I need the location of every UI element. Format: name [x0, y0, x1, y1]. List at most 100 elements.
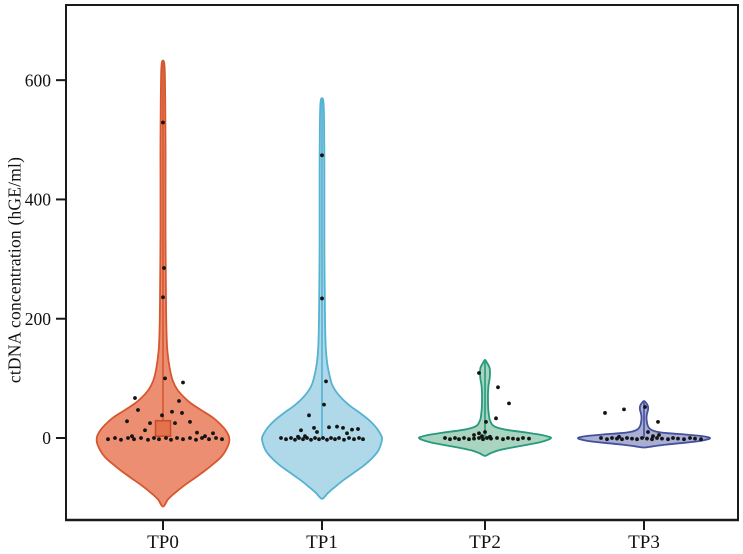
- data-point-tp1: [345, 431, 349, 436]
- data-point-tp1: [320, 153, 324, 158]
- data-point-tp2: [480, 434, 484, 439]
- data-point-tp0: [211, 431, 215, 436]
- data-point-tp0: [181, 380, 185, 385]
- data-point-tp3: [645, 436, 649, 441]
- data-point-tp3: [620, 437, 624, 442]
- violin-group-tp0: [95, 59, 231, 508]
- data-point-tp2: [484, 419, 488, 424]
- data-point-tp0: [181, 437, 185, 442]
- data-point-tp0: [180, 411, 184, 415]
- data-point-tp3: [610, 436, 614, 440]
- data-point-tp0: [207, 437, 211, 442]
- data-point-tp0: [106, 437, 110, 442]
- data-point-tp3: [699, 437, 703, 442]
- data-point-tp1: [297, 436, 301, 440]
- data-point-tp3: [688, 436, 692, 440]
- data-point-tp3: [671, 436, 675, 440]
- data-point-tp1: [315, 430, 319, 434]
- data-point-tp0: [188, 419, 192, 424]
- data-point-tp0: [177, 399, 181, 403]
- data-point-tp3: [646, 430, 650, 434]
- data-point-tp0: [194, 437, 198, 442]
- data-point-tp0: [169, 437, 173, 442]
- data-point-tp3: [603, 411, 607, 415]
- data-point-tp3: [666, 437, 670, 442]
- y-tick-label: 0: [42, 428, 51, 448]
- data-point-tp0: [139, 436, 143, 440]
- data-point-tp2: [521, 436, 525, 440]
- violin-group-tp3: [577, 400, 711, 449]
- data-point-tp3: [651, 434, 655, 439]
- data-point-tp1: [322, 402, 326, 407]
- data-point-tp2: [443, 436, 447, 440]
- data-point-tp2: [494, 416, 498, 421]
- data-point-tp3: [615, 436, 619, 441]
- data-point-tp1: [352, 437, 356, 442]
- data-point-tp2: [472, 433, 476, 437]
- data-point-tp0: [126, 436, 130, 440]
- data-point-tp0: [157, 437, 161, 442]
- x-tick-label-tp2: TP2: [469, 532, 501, 553]
- data-point-tp2: [448, 437, 452, 442]
- data-point-tp1: [301, 437, 305, 442]
- data-point-tp3: [693, 436, 697, 441]
- y-axis: 0 200 400 600: [25, 70, 66, 448]
- data-point-tp0: [170, 409, 174, 414]
- data-point-tp2: [453, 436, 457, 440]
- data-point-tp1: [289, 436, 293, 440]
- data-point-tp3: [622, 407, 626, 412]
- data-point-tp1: [333, 437, 337, 442]
- data-point-tp3: [599, 436, 603, 440]
- data-point-tp0: [136, 408, 140, 412]
- data-point-tp1: [327, 425, 331, 430]
- y-tick-label: 200: [25, 309, 52, 329]
- x-tick-label-tp3: TP3: [628, 532, 660, 553]
- data-point-tp1: [325, 437, 329, 442]
- data-point-tp1: [312, 425, 316, 430]
- data-point-tp2: [495, 436, 499, 440]
- data-point-tp0: [113, 436, 117, 440]
- data-point-tp1: [317, 437, 321, 442]
- data-point-tp0: [132, 437, 136, 442]
- data-point-tp0: [175, 436, 179, 440]
- data-point-tp1: [357, 436, 361, 440]
- data-point-tp0: [173, 421, 177, 425]
- data-point-tp3: [657, 433, 661, 437]
- x-tick-label-tp1: TP1: [306, 532, 338, 553]
- data-point-tp0: [161, 295, 165, 300]
- data-point-tp3: [655, 436, 659, 440]
- data-point-tp3: [640, 436, 644, 440]
- data-point-tp1: [321, 436, 325, 440]
- jitter-points-tp0: [106, 120, 224, 442]
- data-point-tp1: [284, 437, 288, 442]
- data-point-tp0: [152, 436, 156, 440]
- data-point-tp1: [337, 436, 341, 440]
- data-point-tp0: [125, 419, 129, 424]
- data-point-tp3: [682, 437, 686, 442]
- data-point-tp2: [501, 437, 505, 442]
- y-tick-label: 400: [25, 190, 52, 210]
- data-point-tp1: [341, 425, 345, 430]
- x-axis: TP0 TP1 TP2 TP3: [147, 520, 660, 553]
- data-point-tp2: [485, 436, 489, 440]
- violin-group-tp2: [418, 359, 552, 457]
- data-point-tp0: [148, 421, 152, 425]
- data-point-tp2: [507, 401, 511, 406]
- data-point-tp2: [467, 437, 471, 442]
- data-point-tp1: [342, 437, 346, 442]
- data-point-tp3: [625, 436, 629, 440]
- data-point-tp2: [481, 437, 485, 442]
- data-point-tp2: [477, 436, 481, 440]
- jitter-points-tp1: [279, 153, 365, 442]
- data-point-tp0: [220, 437, 224, 442]
- data-point-tp2: [506, 436, 510, 440]
- data-point-tp0: [146, 437, 150, 442]
- data-point-tp2: [489, 436, 493, 441]
- data-point-tp2: [511, 436, 515, 441]
- data-point-tp2: [496, 385, 500, 390]
- data-point-tp1: [361, 437, 365, 442]
- data-point-tp1: [324, 379, 328, 384]
- data-point-tp3: [605, 437, 609, 442]
